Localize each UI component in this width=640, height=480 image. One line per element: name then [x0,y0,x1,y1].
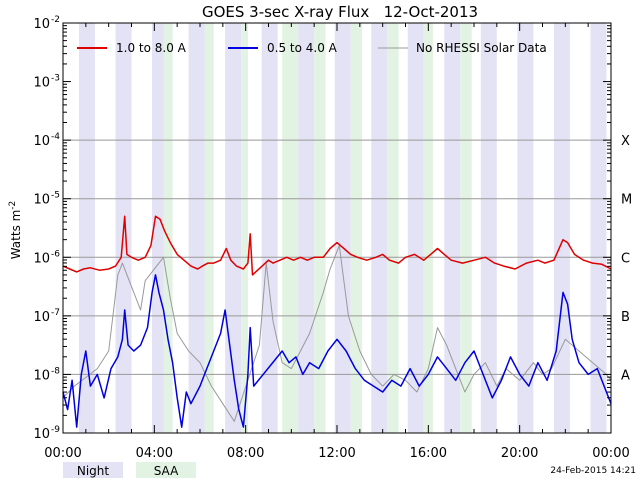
x-tick-label: 04:00 [136,446,173,461]
legend-label-red: 1.0 to 8.0 A [116,41,187,55]
x-tick-label: 20:00 [501,446,538,461]
saa-band [460,23,472,433]
y-tick-exponent: -2 [51,15,60,25]
night-band [590,23,607,433]
saa-band [387,23,399,433]
timestamp: 24-Feb-2015 14:21 [550,466,636,476]
y-tick-exponent: -9 [51,425,60,435]
footer-legend: Night SAA 24-Feb-2015 14:21 [63,462,636,478]
night-band [152,23,164,433]
y-tick-label: 10 [33,17,50,32]
y-tick-label: 10 [33,310,50,325]
night-band [517,23,534,433]
y-tick-label: 10 [33,193,50,208]
night-band [371,23,388,433]
y-tick-label: 10 [33,76,50,91]
night-band [261,23,278,433]
svg-text:Watts m-2: Watts m-2 [8,201,23,260]
axis-ticks: 10-210-310-410-510-610-710-810 -900:00 04:… [33,15,629,461]
y-tick-label: 10 [33,251,50,266]
y-axis-label-sup: -2 [8,201,18,210]
x-tick-label: 08:00 [227,446,264,461]
series-line-short [62,274,612,428]
x-tick-label: 16:00 [410,446,447,461]
night-band [78,23,95,433]
shading-bands [78,23,607,433]
y-axis-label: Watts m-2 [8,201,23,260]
legend-label-gray: No RHESSI Solar Data [416,41,547,55]
saa-band [241,23,248,433]
night-band [553,23,570,433]
saa-band [204,23,214,433]
y-tick-label: 10 [33,134,50,149]
night-band [225,23,242,433]
night-band [407,23,424,433]
y-axis-label-text: Watts m [9,210,23,260]
legend-label-blue: 0.5 to 4.0 A [267,41,338,55]
y-tick-label: 10 [33,368,50,383]
y-tick-exponent: -6 [51,249,60,259]
night-band [188,23,205,433]
night-band [334,23,351,433]
night-band [444,23,461,433]
flare-class-label-x: X [621,134,630,149]
flare-class-label-b: B [621,310,630,325]
y-tick-exponent: -8 [51,366,60,376]
flare-class-label-m: M [621,193,632,208]
y-tick-label: 10 [33,427,50,442]
night-swatch [63,462,123,478]
chart-title: GOES 3-sec X-ray Flux 12-Oct-2013 [202,3,478,21]
flare-class-label-a: A [621,368,630,383]
saa-band [350,23,363,433]
saa-band [163,23,173,433]
night-band [298,23,315,433]
saa-label: SAA [154,464,179,478]
night-label: Night [77,464,110,478]
legend: 1.0 to 8.0 A 0.5 to 4.0 A No RHESSI Sola… [77,41,547,55]
saa-band [423,23,433,433]
y-tick-exponent: -3 [51,74,60,84]
x-tick-label: 12:00 [318,446,355,461]
x-tick-label: 00:00 [44,446,81,461]
night-band [480,23,497,433]
y-tick-exponent: -7 [51,308,60,318]
flare-class-label-c: C [621,251,630,266]
series-layer [62,215,612,428]
saa-swatch [136,462,196,478]
saa-band [314,23,326,433]
saa-band [282,23,299,433]
series-line-gray [62,245,612,422]
series-line-long [62,215,612,276]
y-tick-exponent: -4 [51,132,60,142]
x-tick-label: 00:00 [592,446,629,461]
y-tick-exponent: -5 [51,191,60,201]
